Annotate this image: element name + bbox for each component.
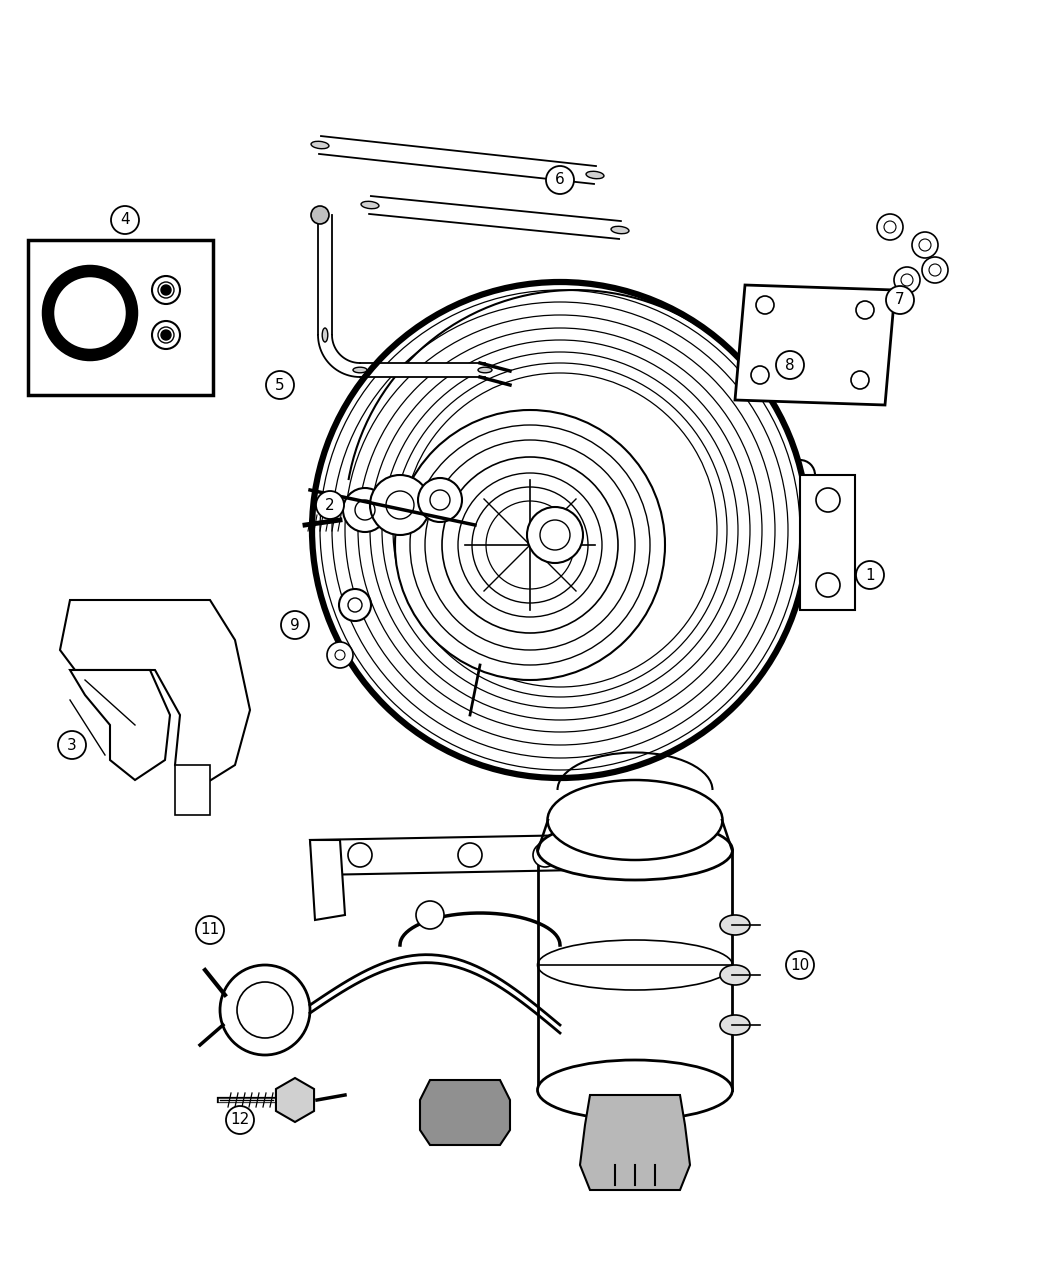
Circle shape bbox=[458, 843, 482, 867]
Ellipse shape bbox=[311, 142, 329, 149]
Circle shape bbox=[416, 901, 444, 929]
Ellipse shape bbox=[322, 208, 328, 222]
Circle shape bbox=[877, 214, 903, 240]
Circle shape bbox=[527, 507, 583, 564]
Circle shape bbox=[886, 286, 914, 314]
Polygon shape bbox=[310, 835, 595, 875]
Circle shape bbox=[546, 166, 574, 194]
Text: 6: 6 bbox=[555, 172, 565, 187]
Text: 8: 8 bbox=[785, 357, 795, 372]
Polygon shape bbox=[175, 765, 210, 815]
Circle shape bbox=[266, 371, 294, 399]
Text: 9: 9 bbox=[290, 617, 300, 632]
Circle shape bbox=[339, 589, 371, 621]
Ellipse shape bbox=[538, 820, 733, 880]
Circle shape bbox=[912, 232, 938, 258]
Text: 2: 2 bbox=[326, 497, 335, 513]
Text: 3: 3 bbox=[67, 737, 77, 752]
Text: 4: 4 bbox=[120, 213, 130, 227]
Circle shape bbox=[418, 478, 462, 521]
Circle shape bbox=[348, 843, 372, 867]
Circle shape bbox=[316, 491, 344, 519]
Text: 7: 7 bbox=[896, 292, 905, 307]
Polygon shape bbox=[735, 286, 895, 405]
Bar bbox=[28, 240, 213, 395]
Circle shape bbox=[281, 611, 309, 639]
Ellipse shape bbox=[720, 915, 750, 935]
Circle shape bbox=[311, 207, 329, 224]
Circle shape bbox=[533, 843, 556, 867]
Polygon shape bbox=[276, 1077, 314, 1122]
Ellipse shape bbox=[720, 1015, 750, 1035]
Circle shape bbox=[237, 982, 293, 1038]
Ellipse shape bbox=[720, 965, 750, 986]
Circle shape bbox=[856, 561, 884, 589]
Text: 5: 5 bbox=[275, 377, 285, 393]
Circle shape bbox=[161, 286, 171, 295]
Polygon shape bbox=[318, 335, 360, 377]
Polygon shape bbox=[580, 1095, 690, 1190]
Circle shape bbox=[327, 643, 353, 668]
Ellipse shape bbox=[547, 780, 722, 861]
Circle shape bbox=[786, 951, 814, 979]
Polygon shape bbox=[360, 363, 485, 377]
Polygon shape bbox=[70, 669, 170, 780]
Circle shape bbox=[776, 351, 804, 379]
Circle shape bbox=[161, 330, 171, 340]
Circle shape bbox=[894, 266, 920, 293]
Circle shape bbox=[395, 411, 665, 680]
Polygon shape bbox=[800, 476, 855, 609]
Polygon shape bbox=[319, 136, 596, 184]
Ellipse shape bbox=[611, 226, 629, 233]
Polygon shape bbox=[310, 840, 345, 921]
Polygon shape bbox=[370, 196, 621, 238]
Circle shape bbox=[370, 476, 430, 536]
Text: 10: 10 bbox=[791, 958, 810, 973]
Polygon shape bbox=[318, 215, 332, 335]
Circle shape bbox=[922, 258, 948, 283]
Circle shape bbox=[220, 965, 310, 1054]
Ellipse shape bbox=[478, 367, 492, 372]
Circle shape bbox=[196, 915, 224, 944]
Ellipse shape bbox=[586, 171, 604, 179]
Ellipse shape bbox=[322, 328, 328, 342]
Ellipse shape bbox=[353, 367, 367, 372]
Ellipse shape bbox=[538, 1060, 733, 1119]
Text: 12: 12 bbox=[230, 1113, 250, 1127]
Text: 1: 1 bbox=[865, 567, 875, 583]
Circle shape bbox=[111, 207, 139, 235]
Text: 11: 11 bbox=[201, 923, 219, 937]
Circle shape bbox=[226, 1105, 254, 1133]
Ellipse shape bbox=[361, 201, 379, 209]
Polygon shape bbox=[420, 1080, 510, 1145]
Circle shape bbox=[58, 731, 86, 759]
Circle shape bbox=[343, 488, 387, 532]
Circle shape bbox=[442, 456, 618, 632]
